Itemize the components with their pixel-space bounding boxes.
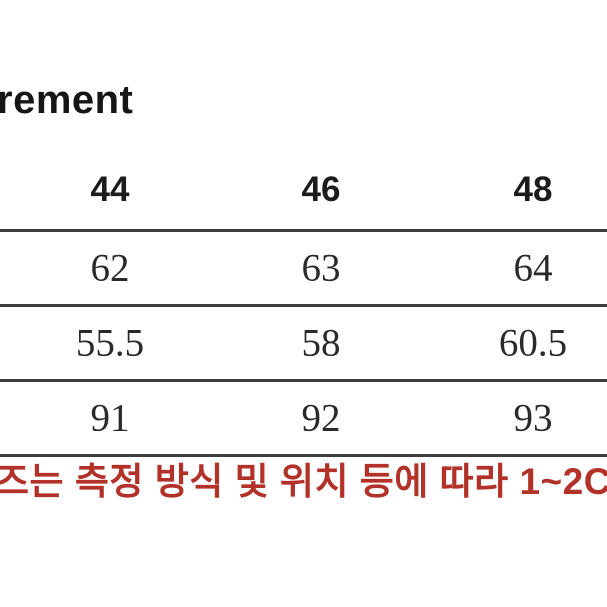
table-cell: 58 [301, 321, 341, 365]
size-notice-text: 즈는 측정 방식 및 위치 등에 따라 1~2CM의 오 [0, 461, 607, 502]
size-column-header: 46 [301, 170, 341, 209]
table-cell: 92 [301, 396, 341, 440]
table-cell: 64 [513, 246, 553, 290]
size-column-header: 44 [90, 170, 130, 209]
table-cell: 55.5 [75, 321, 145, 365]
table-cell: 62 [90, 246, 130, 290]
table-rule [0, 379, 607, 382]
size-column-header: 48 [513, 170, 553, 209]
table-rule [0, 304, 607, 307]
table-cell: 91 [90, 396, 130, 440]
page-title: rement [0, 78, 134, 122]
table-cell: 93 [513, 396, 553, 440]
table-cell: 60.5 [498, 321, 568, 365]
table-cell: 63 [301, 246, 341, 290]
table-rule [0, 229, 607, 232]
table-rule [0, 454, 607, 457]
